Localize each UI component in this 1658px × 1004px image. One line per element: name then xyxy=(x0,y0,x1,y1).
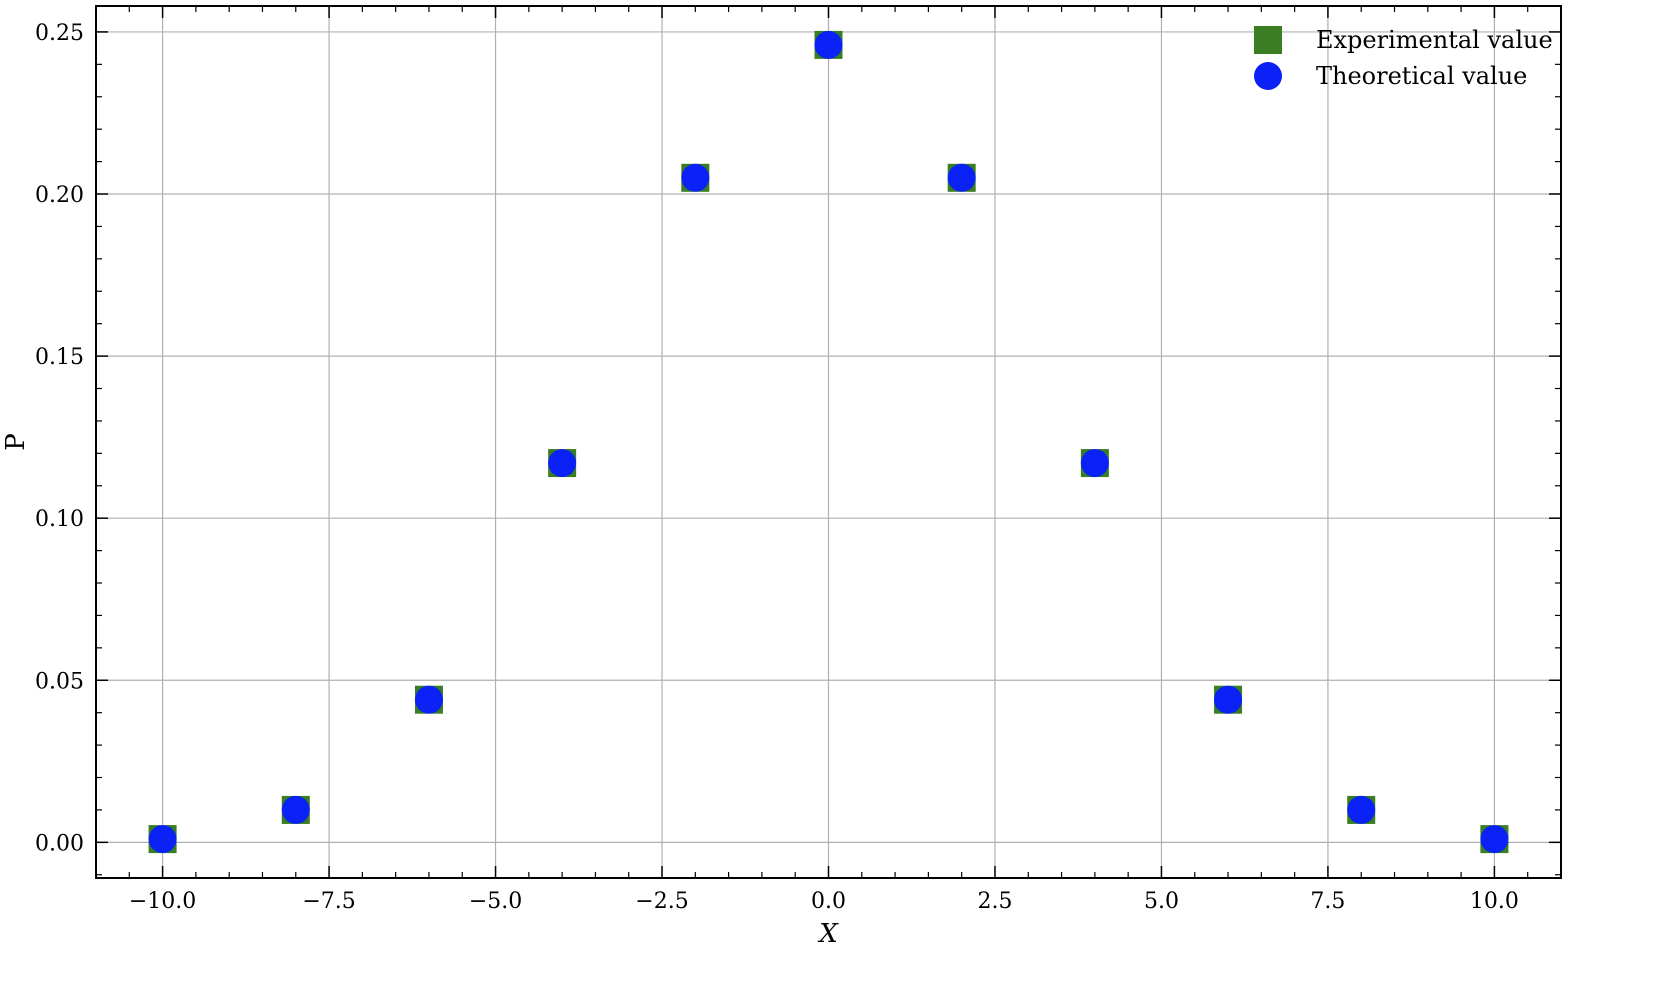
y-tick-label: 0.00 xyxy=(35,831,84,856)
legend-label: Experimental value xyxy=(1316,26,1553,54)
grid xyxy=(96,6,1561,878)
theoretical-point xyxy=(1347,795,1376,824)
theoretical-point xyxy=(1214,685,1243,714)
y-axis-label: P xyxy=(1,433,31,451)
axis-labels: X P xyxy=(1,433,839,949)
x-tick-label: −7.5 xyxy=(302,889,355,914)
theoretical-point xyxy=(681,163,710,192)
data-marks xyxy=(148,30,1509,854)
legend: Experimental value Theoretical value xyxy=(1254,26,1553,90)
theoretical-point xyxy=(281,795,310,824)
y-tick-label: 0.15 xyxy=(35,345,84,370)
x-tick-label: 5.0 xyxy=(1144,889,1179,914)
y-tick-label: 0.20 xyxy=(35,183,84,208)
y-tick-label: 0.05 xyxy=(35,669,84,694)
theoretical-point xyxy=(947,163,976,192)
plot-frame xyxy=(95,5,1562,879)
x-tick-label: −2.5 xyxy=(635,889,688,914)
theoretical-point xyxy=(814,30,843,59)
axis-ticks: −10.0 −7.5 −5.0 −2.5 0.0 2.5 5.0 7.5 10.0 0.00 0.0… xyxy=(35,6,1562,914)
legend-circle-marker xyxy=(1254,62,1282,90)
theoretical-point xyxy=(548,449,577,478)
theoretical-point xyxy=(1080,449,1109,478)
x-tick-label: 0.0 xyxy=(811,889,846,914)
y-tick-label: 0.10 xyxy=(35,507,84,532)
theoretical-point xyxy=(1480,825,1509,854)
theoretical-point xyxy=(148,825,177,854)
x-tick-label: 10.0 xyxy=(1470,889,1519,914)
legend-square-marker xyxy=(1254,26,1282,54)
y-tick-label: 0.25 xyxy=(35,21,84,46)
x-tick-label: −5.0 xyxy=(469,889,522,914)
x-tick-label: −10.0 xyxy=(129,889,196,914)
x-tick-label: 7.5 xyxy=(1310,889,1345,914)
theoretical-point xyxy=(414,685,443,714)
x-axis-label: X xyxy=(817,919,839,949)
x-tick-label: 2.5 xyxy=(977,889,1012,914)
legend-label: Theoretical value xyxy=(1316,62,1527,90)
